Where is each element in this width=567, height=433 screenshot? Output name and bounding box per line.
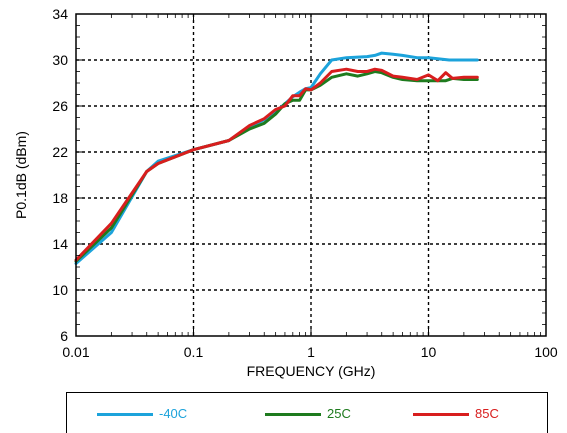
legend-label-series-3: 85C bbox=[475, 406, 499, 421]
y-tick-label: 30 bbox=[52, 52, 68, 68]
y-tick-label: 10 bbox=[52, 282, 68, 298]
x-tick-label: 0.01 bbox=[62, 344, 89, 360]
legend-swatch-series-2 bbox=[265, 412, 321, 416]
x-tick-label: 10 bbox=[421, 344, 437, 360]
y-tick-label: 34 bbox=[52, 6, 68, 22]
series-line-1 bbox=[74, 51, 479, 265]
x-tick-label: 0.1 bbox=[184, 344, 204, 360]
y-tick-label: 22 bbox=[52, 144, 68, 160]
y-tick-label: 18 bbox=[52, 190, 68, 206]
legend-label-series-1: -40C bbox=[159, 406, 188, 421]
legend-swatch-series-1 bbox=[97, 412, 153, 416]
legend-entry-series-2: 25C bbox=[265, 407, 351, 421]
y-tick-labels: 6 10 14 18 22 26 30 34 bbox=[52, 6, 68, 344]
legend: -40C 25C 85C bbox=[66, 392, 548, 433]
legend-entry-series-3: 85C bbox=[413, 407, 499, 421]
series-lines bbox=[74, 51, 479, 265]
legend-swatch-series-3 bbox=[413, 412, 469, 416]
grid bbox=[76, 14, 546, 336]
y-tick-label: 6 bbox=[60, 328, 68, 344]
y-tick-label: 26 bbox=[52, 98, 68, 114]
x-tick-labels: 0.01 0.1 1 10 100 bbox=[62, 344, 558, 360]
x-tick-label: 100 bbox=[534, 344, 558, 360]
x-tick-label: 1 bbox=[307, 344, 315, 360]
y-tick-label: 14 bbox=[52, 236, 68, 252]
y-axis-label: P0.1dB (dBm) bbox=[13, 131, 29, 219]
legend-label-series-2: 25C bbox=[327, 406, 351, 421]
legend-entry-series-1: -40C bbox=[97, 407, 187, 421]
tick-marks bbox=[75, 13, 547, 337]
x-axis-label: FREQUENCY (GHz) bbox=[247, 363, 376, 379]
series-line-3 bbox=[74, 67, 479, 262]
series-line-2 bbox=[74, 70, 479, 263]
chart: 0.01 0.1 1 10 100 6 10 14 18 22 26 30 34 FREQUENCY … bbox=[13, 6, 558, 379]
